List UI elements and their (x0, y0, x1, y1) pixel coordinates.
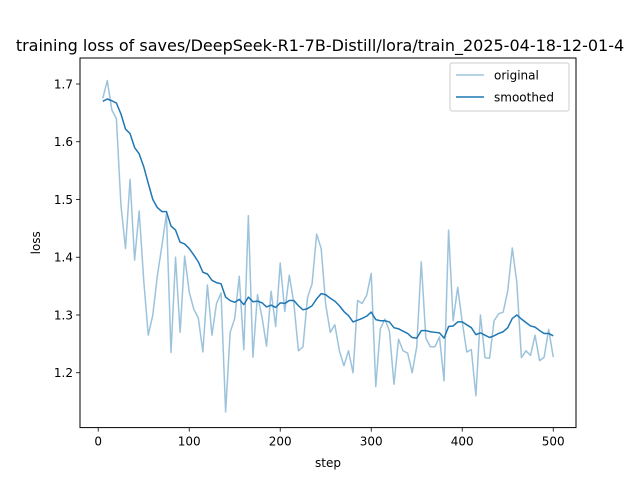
x-tick-label: 200 (269, 435, 292, 449)
y-tick-label: 1.4 (54, 251, 73, 265)
x-tick-label: 400 (451, 435, 474, 449)
y-tick-label: 1.2 (54, 366, 73, 380)
series-line-smoothed (102, 98, 554, 339)
y-axis-label: loss (29, 231, 43, 254)
x-axis-label: step (315, 456, 341, 470)
axes-frame (79, 57, 577, 429)
series-line-original (102, 79, 554, 413)
x-tick-label: 0 (94, 435, 102, 449)
x-tick-label: 100 (178, 435, 201, 449)
y-tick-label: 1.7 (54, 77, 73, 91)
chart-title: training loss of saves/DeepSeek-R1-7B-Di… (16, 36, 624, 56)
y-tick-label: 1.3 (54, 308, 73, 322)
legend: original smoothed (449, 62, 570, 112)
legend-label-smoothed: smoothed (494, 91, 554, 105)
y-tick-label: 1.6 (54, 135, 73, 149)
legend-label-original: original (494, 69, 539, 83)
axis-ticks: 0 100 200 300 400 500 1.2 1.3 1.4 1.5 1.6 1.7 (54, 77, 565, 448)
plot-area (102, 79, 554, 413)
y-tick-label: 1.5 (54, 193, 73, 207)
x-tick-label: 500 (542, 435, 565, 449)
x-tick-label: 300 (360, 435, 383, 449)
